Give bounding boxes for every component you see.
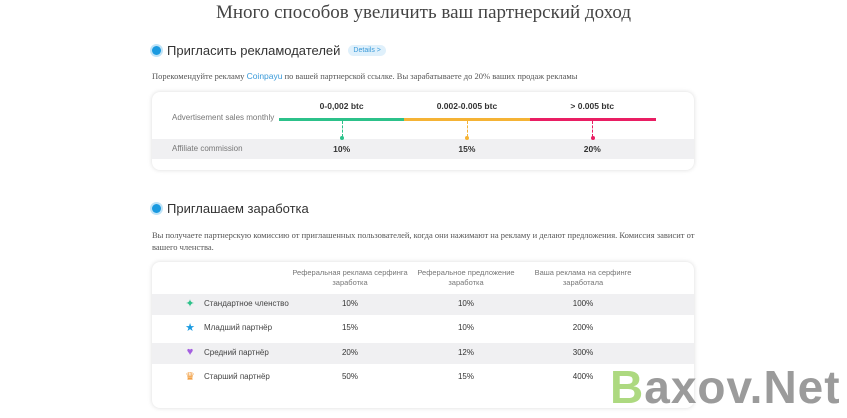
earners-heading-text: Приглашаем заработка <box>167 201 309 216</box>
tier-pointer-dot <box>340 136 345 140</box>
tier-range: 0.002-0.005 btc <box>436 101 498 111</box>
tier-pointer <box>592 121 594 137</box>
tier-bar <box>529 118 656 121</box>
desc-text: по вашей партнерской ссылке. Вы зарабаты… <box>282 71 578 81</box>
earners-description: Вы получаете партнерскую комиссию от при… <box>152 230 695 252</box>
table-cell: 100% <box>572 299 594 308</box>
tier-pointer-dot <box>465 136 470 140</box>
membership-name: Младший партнёр <box>204 323 273 332</box>
table-cell: 50% <box>341 372 358 381</box>
page-title: Много способов увеличить ваш партнерский… <box>215 2 632 23</box>
watermark-first: B <box>610 361 645 413</box>
advertisers-description: Порекомендуйте рекламу Coinpayu по вашей… <box>152 70 578 82</box>
membership-name: Средний партнёр <box>204 348 269 357</box>
tier-commission: 15% <box>458 144 476 154</box>
advertisers-heading: Пригласить рекламодателей Details > <box>152 43 386 58</box>
brand-name: Coinpayu <box>246 71 283 81</box>
table-cell: 10% <box>457 299 474 308</box>
tier-range: 0-0,002 btc <box>319 101 364 111</box>
table-cell: 20% <box>341 348 358 357</box>
table-cell: 12% <box>457 348 474 357</box>
tier-range: > 0.005 btc <box>570 101 615 111</box>
tier-commission: 20% <box>583 144 601 154</box>
earners-heading: Приглашаем заработка <box>152 201 309 216</box>
table-cell: 10% <box>341 299 358 308</box>
bullet-icon <box>152 46 161 55</box>
watermark-logo: Baxov.Net <box>610 360 841 414</box>
sparkle-icon: ✦ <box>185 298 195 310</box>
table-row <box>152 294 694 315</box>
membership-table <box>152 262 694 408</box>
star-icon: ★ <box>185 322 195 334</box>
table-cell: 400% <box>572 372 594 381</box>
details-button[interactable]: Details > <box>348 45 386 56</box>
tier-commission: 10% <box>333 144 351 154</box>
gem-icon: ♥ <box>186 346 194 358</box>
watermark-rest: axov.Net <box>644 361 841 413</box>
table-cell: 15% <box>341 323 358 332</box>
tier-pointer <box>466 121 468 137</box>
table-cell: 200% <box>572 323 594 332</box>
desc-text: Порекомендуйте рекламу <box>152 71 247 81</box>
table-cell: 15% <box>457 372 474 381</box>
tier-pointer <box>341 121 343 137</box>
column-header: Реферальная реклама серфинга заработка <box>292 268 408 287</box>
column-header: Реферальное предложение заработка <box>417 268 515 287</box>
sales-label: Advertisement sales monthly <box>172 113 275 122</box>
table-cell: 10% <box>457 323 474 332</box>
crown-icon: ♛ <box>185 371 195 383</box>
table-row <box>152 343 694 364</box>
membership-name: Стандартное членство <box>204 299 289 308</box>
membership-name: Старший партнёр <box>204 372 270 381</box>
tier-pointer-dot <box>590 136 595 140</box>
bullet-icon <box>152 204 161 213</box>
commission-row <box>152 139 694 159</box>
commission-label: Affiliate commission <box>172 144 243 153</box>
advertisers-heading-text: Пригласить рекламодателей <box>167 43 341 58</box>
tier-bar <box>404 118 531 121</box>
column-header: Ваша реклама на серфинге заработала <box>534 268 632 287</box>
tier-bar <box>279 118 406 121</box>
table-cell: 300% <box>572 348 594 357</box>
